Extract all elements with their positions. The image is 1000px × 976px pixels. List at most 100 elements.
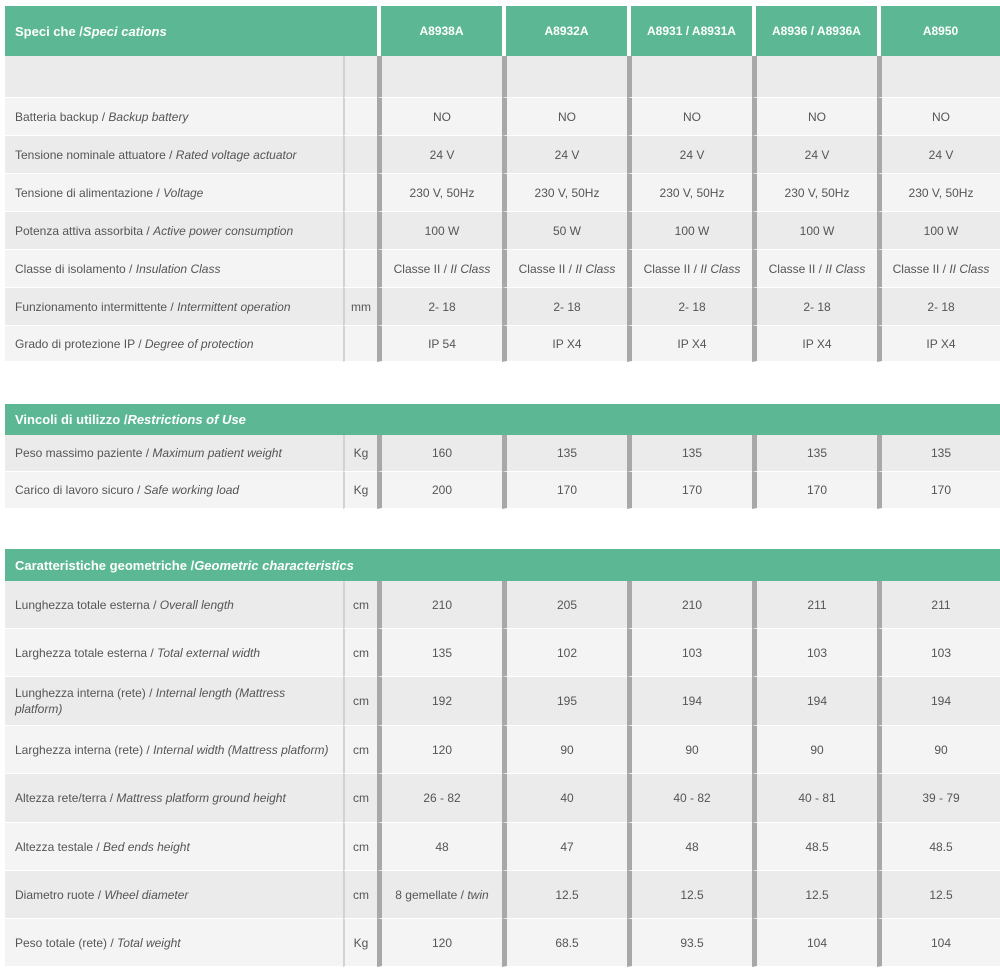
- value-it: Classe II / II Class: [518, 261, 616, 276]
- value-cell: IP X4: [877, 326, 1000, 362]
- value-cell: 230 V, 50Hz: [627, 174, 752, 212]
- value-cell: 47: [502, 823, 627, 871]
- row-label: Lunghezza interna (rete) / Internal leng…: [5, 677, 343, 726]
- row-label-text: Lunghezza interna (rete) / Internal leng…: [15, 685, 335, 717]
- row-label-en: Total weight: [117, 935, 181, 950]
- value-cell: NO: [627, 98, 752, 136]
- value-cell: Classe II / II Class: [877, 250, 1000, 288]
- row-label-it: Peso totale (rete) /: [15, 935, 118, 950]
- table-row: Larghezza totale esterna / Total externa…: [5, 629, 1000, 677]
- value-cell: 104: [752, 919, 877, 967]
- value-cell: 230 V, 50Hz: [877, 174, 1000, 212]
- model-header: A8931 / A8931A: [627, 6, 752, 56]
- value-it: Classe II / II Class: [892, 261, 990, 276]
- row-label-en: Insulation Class: [135, 261, 221, 276]
- section-title-en: Speci cations: [82, 23, 167, 39]
- value-cell: 135: [502, 435, 627, 472]
- table-row: Tensione di alimentazione / Voltage 230 V…: [5, 174, 1000, 212]
- row-label-it: Tensione di alimentazione /: [15, 185, 164, 200]
- value-cell: 48: [377, 823, 502, 871]
- value-cell: 12.5: [502, 871, 627, 919]
- value-cell: 48: [627, 823, 752, 871]
- row-label: Altezza testale / Bed ends height: [5, 823, 343, 871]
- value-cell: 68.5: [502, 919, 627, 967]
- model-header: A8936 / A8936A: [752, 6, 877, 56]
- row-label-en: Wheel diameter: [104, 887, 189, 902]
- row-label-it: Diametro ruote /: [15, 887, 105, 902]
- value-cell: 2- 18: [627, 288, 752, 326]
- unit-cell: [343, 136, 377, 174]
- section-title-it: Vincoli di utilizzo /: [15, 412, 128, 427]
- value-cell: 135: [877, 435, 1000, 472]
- value-cell: NO: [752, 98, 877, 136]
- row-label: Larghezza interna (rete) / Internal widt…: [5, 726, 343, 774]
- row-label: Classe di isolamento / Insulation Class: [5, 250, 343, 288]
- value-cell: 12.5: [752, 871, 877, 919]
- value-cell: [752, 56, 877, 98]
- row-label-en: Rated voltage actuator: [175, 147, 297, 162]
- table-row: Funzionamento intermittente / Intermitte…: [5, 288, 1000, 326]
- value-it: Classe II / II Class: [768, 261, 866, 276]
- value-cell: NO: [377, 98, 502, 136]
- value-cell: [627, 56, 752, 98]
- row-label-it: Batteria backup /: [15, 109, 109, 124]
- row-label: Carico di lavoro sicuro / Safe working l…: [5, 472, 343, 509]
- row-label-it: Altezza rete/terra /: [15, 791, 117, 805]
- table-row: Larghezza interna (rete) / Internal widt…: [5, 726, 1000, 774]
- value-cell: 50 W: [502, 212, 627, 250]
- row-label-en: Mattress platform ground height: [116, 791, 286, 805]
- value-cell: 194: [877, 677, 1000, 726]
- value-cell: Classe II / II Class: [752, 250, 877, 288]
- value-cell: 104: [877, 919, 1000, 967]
- section-title: Vincoli di utilizzo / Restrictions of Us…: [5, 404, 1000, 435]
- table-row: [5, 56, 1000, 98]
- table-row: Peso totale (rete) / Total weight Kg 120 68…: [5, 919, 1000, 967]
- value-cell: 12.5: [877, 871, 1000, 919]
- value-cell: 170: [627, 472, 752, 509]
- row-label-en: Maximum patient weight: [152, 446, 282, 460]
- unit-cell: cm: [343, 726, 377, 774]
- row-label: Altezza rete/terra / Mattress platform g…: [5, 774, 343, 823]
- section-header: Caratteristiche geometriche / Geometric …: [5, 549, 1000, 581]
- unit-cell: cm: [343, 677, 377, 726]
- section-title-en: Geometric characteristics: [194, 557, 354, 573]
- section-title-it: Speci che /: [15, 23, 83, 39]
- row-label: Peso totale (rete) / Total weight: [5, 919, 343, 967]
- row-label-text: Altezza testale / Bed ends height: [15, 839, 190, 855]
- row-label: Tensione nominale attuatore / Rated volt…: [5, 136, 343, 174]
- row-label-en: Backup battery: [108, 109, 189, 124]
- value-cell: 103: [627, 629, 752, 677]
- value-en: II Class: [825, 261, 866, 276]
- value-cell: 24 V: [627, 136, 752, 174]
- value-cell: 192: [377, 677, 502, 726]
- row-label: [5, 56, 343, 98]
- row-label: Lunghezza totale esterna / Overall lengt…: [5, 581, 343, 629]
- row-label: Funzionamento intermittente / Intermitte…: [5, 288, 343, 326]
- value-cell: 2- 18: [877, 288, 1000, 326]
- value-cell: 194: [627, 677, 752, 726]
- value-en: II Class: [700, 261, 741, 276]
- value-cell: 170: [877, 472, 1000, 509]
- value-cell: 90: [877, 726, 1000, 774]
- table-row: Carico di lavoro sicuro / Safe working l…: [5, 472, 1000, 509]
- value-en: II Class: [575, 261, 616, 276]
- value-cell: 103: [877, 629, 1000, 677]
- value-cell: 40 - 81: [752, 774, 877, 823]
- unit-cell: cm: [343, 629, 377, 677]
- value-cell: 195: [502, 677, 627, 726]
- row-label-text: Larghezza interna (rete) / Internal widt…: [15, 742, 328, 758]
- value-cell: 210: [627, 581, 752, 629]
- value-cell: 48.5: [752, 823, 877, 871]
- row-label-en: Total external width: [157, 645, 261, 660]
- value-cell: 103: [752, 629, 877, 677]
- value-cell: 210: [377, 581, 502, 629]
- row-label-text: Grado di protezione IP / Degree of prote…: [15, 336, 254, 352]
- row-label-it: Altezza testale /: [15, 839, 104, 854]
- section-header: Speci che / Speci cations A8938A A8932A A89…: [5, 6, 1000, 56]
- table-row: Potenza attiva assorbita / Active power …: [5, 212, 1000, 250]
- row-label-en: Bed ends height: [103, 839, 190, 854]
- table-row: Altezza testale / Bed ends height cm 48 47 4…: [5, 823, 1000, 871]
- value-cell: 100 W: [627, 212, 752, 250]
- row-label: Larghezza totale esterna / Total externa…: [5, 629, 343, 677]
- value-cell: 102: [502, 629, 627, 677]
